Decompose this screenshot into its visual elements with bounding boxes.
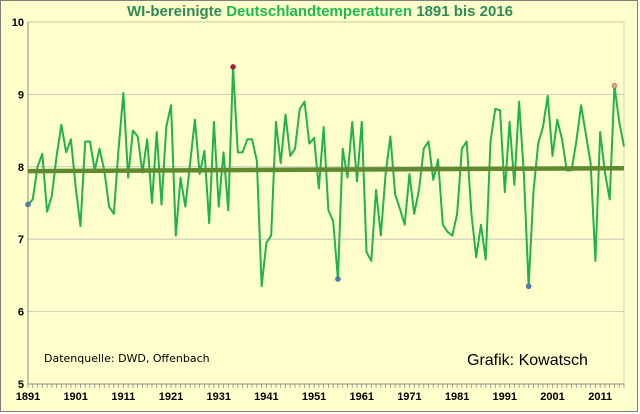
title-part-1: WI-bereinigte [127,3,227,20]
highlight-point [611,82,618,89]
y-tick-label: 7 [18,234,24,246]
chart-title: WI-bereinigte Deutschlandtemperaturen 18… [0,3,640,20]
highlight-point [25,201,31,208]
y-tick-label: 10 [12,17,24,29]
x-tick-label: 2011 [588,391,612,403]
highlight-point [230,64,236,70]
x-tick-label: 1991 [493,391,517,403]
plot-area [27,21,625,385]
trend-line [27,165,625,174]
series-group [27,65,625,288]
x-tick-label: 1941 [254,391,278,403]
highlight-point [335,276,341,282]
x-tick-label: 2001 [540,391,564,403]
title-part-3: 1891 bis 2016 [412,3,513,20]
y-tick-label: 5 [18,379,24,391]
y-tick-label: 8 [18,162,24,174]
axes [27,21,625,388]
gridlines [28,21,624,385]
y-tick-label: 9 [18,89,24,101]
highlight-points [25,64,618,290]
temperature-series-line [27,65,625,288]
x-tick-label: 1971 [397,391,421,403]
x-tick-label: 1961 [350,391,374,403]
x-tick-label: 1951 [302,391,326,403]
title-part-2: Deutschlandtemperaturen [226,3,413,20]
y-tick-labels: 5 6 7 8 9 10 [12,17,24,391]
highlight-point [525,283,532,290]
x-tick-label: 1921 [159,391,183,403]
x-tick-label: 1911 [111,391,135,403]
graphic-credit: Grafik: Kowatsch [467,352,588,369]
x-tick-labels: 1891 1901 1911 1921 1931 1941 1951 1961 1971 1981… [16,391,612,403]
data-source-note: Datenquelle: DWD, Offenbach [44,352,210,365]
x-tick-label: 1981 [445,391,469,403]
y-tick-label: 6 [18,307,24,319]
x-tick-label: 1891 [16,391,40,403]
x-tick-label: 1901 [63,391,87,403]
x-tick-label: 1931 [206,391,230,403]
